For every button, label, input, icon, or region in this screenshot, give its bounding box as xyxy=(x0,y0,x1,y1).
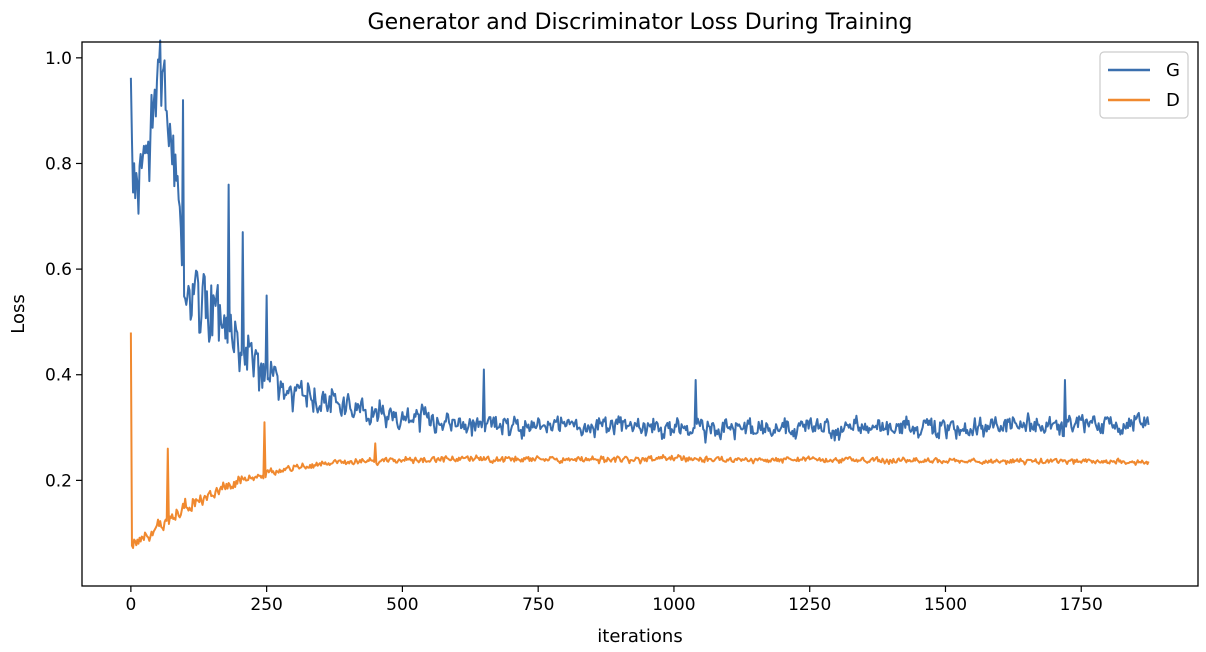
x-tick-label: 0 xyxy=(125,595,136,615)
y-axis-label: Loss xyxy=(8,294,29,333)
y-tick-label: 0.8 xyxy=(45,154,72,174)
legend-label-d: D xyxy=(1166,90,1180,111)
legend: GD xyxy=(1099,51,1189,119)
plot-frame xyxy=(81,41,1199,587)
chart-title: Generator and Discriminator Loss During … xyxy=(368,10,913,35)
y-tick-label: 0.4 xyxy=(45,366,72,386)
series-line-g xyxy=(129,39,1150,444)
plot-series xyxy=(129,39,1150,549)
y-tick-label: 0.2 xyxy=(45,471,72,491)
x-axis-label: iterations xyxy=(597,626,682,647)
x-tick-label: 1750 xyxy=(1060,595,1103,615)
series-line-d xyxy=(129,332,1150,549)
x-tick-label: 1000 xyxy=(652,595,695,615)
x-axis: 0 250 500 750 1000 1250 1500 1750 xyxy=(125,586,1103,615)
legend-box xyxy=(1099,51,1189,119)
x-tick-label: 250 xyxy=(250,595,282,615)
x-tick-label: 1250 xyxy=(788,595,831,615)
x-tick-label: 500 xyxy=(386,595,418,615)
x-tick-label: 1500 xyxy=(924,595,967,615)
x-tick-label: 750 xyxy=(522,595,554,615)
y-tick-label: 1.0 xyxy=(45,49,72,69)
y-tick-label: 0.6 xyxy=(45,260,72,280)
y-axis: 0.2 0.4 0.6 0.8 1.0 xyxy=(45,49,82,491)
legend-label-g: G xyxy=(1166,60,1180,81)
